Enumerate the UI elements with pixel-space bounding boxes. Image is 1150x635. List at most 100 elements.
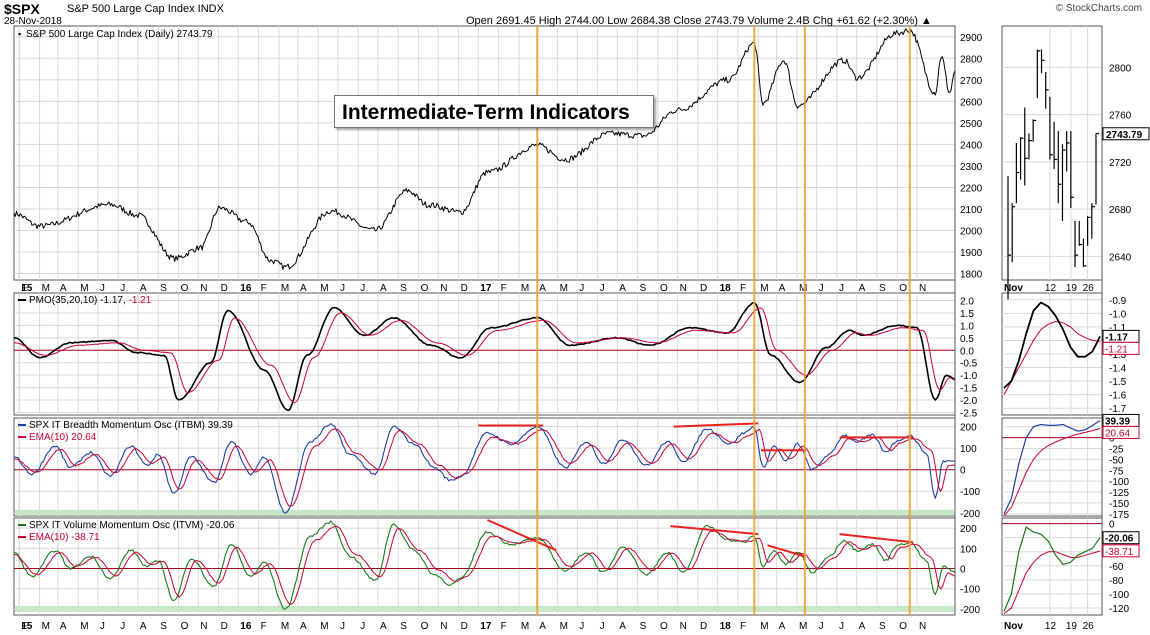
panel-title: S&P 500 Large Cap Index (Daily) 2743.79 [26,29,213,40]
y-tick-label: -200 [960,605,980,616]
divergence-line-itvm [670,525,759,536]
zoom-y-tick-label: 0 [1109,434,1115,445]
month-tick-label: F [501,283,507,294]
y-tick-label: 1.0 [960,321,974,332]
month-tick-label: F [21,621,27,632]
zoom-x-label: 19 [1066,621,1078,632]
month-tick-label: F [21,283,27,294]
y-tick-label: -0.5 [960,359,978,370]
zoom-y-tick-label: -1.6 [1109,391,1127,402]
zoom-x-label: 19 [1066,283,1078,294]
y-tick-label: 2400 [960,140,983,151]
zoom-y-tick-label: -175 [1109,510,1129,521]
month-tick-label: A [859,283,866,294]
month-tick-label: J [839,283,844,294]
y-tick-label: 0.5 [960,334,974,345]
month-tick-label: J [120,621,125,632]
zoom-y-tick-label: 0 [1109,520,1115,531]
y-tick-label: -100 [960,585,980,596]
ema-legend-label: EMA(10) -38.71 [29,532,100,543]
month-tick-label: J [600,283,605,294]
month-tick-label: A [140,283,147,294]
divergence-line-itvm [767,544,806,558]
month-tick-label: M [760,621,768,632]
month-tick-label: J [579,283,584,294]
y-tick-label: 2700 [960,76,983,87]
zoom-y-tick-label: -1.1 [1109,323,1127,334]
month-tick-label: O [899,621,907,632]
month-tick-label: A [300,283,307,294]
month-tick-label: J [600,621,605,632]
month-tick-label: F [501,621,507,632]
month-tick-label: N [200,283,207,294]
divergence-line-itvm [839,533,914,544]
month-tick-label: O [421,621,429,632]
month-tick-label: N [919,283,926,294]
y-tick-label: 200 [960,423,977,434]
zoom-y-tick-label: -1.0 [1109,309,1127,320]
zoom-ema-line-pmo [1003,320,1101,395]
zoom-y-tick-label: -50 [1109,455,1124,466]
zoom-frame-itbm [1001,417,1103,517]
intermediate-term-annotation: Intermediate-Term Indicators [334,95,654,128]
last-ema-label: 20.64 [1105,428,1130,439]
zoom-x-label: 26 [1083,283,1095,294]
month-tick-label: M [799,283,807,294]
last-ema-badge [1102,544,1140,558]
ohlc-summary: Open 2691.45 High 2744.00 Low 2684.38 Cl… [466,15,932,27]
month-tick-label: M [521,283,529,294]
ticker-symbol: $SPX [4,1,40,17]
month-tick-label: O [899,283,907,294]
zoom-frame-itvm [1001,517,1103,616]
month-tick-label: M [320,283,328,294]
y-tick-label: 2800 [960,54,983,65]
month-tick-label: 16 [240,283,252,294]
zoom-x-label: 26 [1083,621,1095,632]
y-tick-label: 0 [960,565,966,576]
month-tick-label: M [80,283,88,294]
month-tick-label: M [560,621,568,632]
month-tick-label: M [760,283,768,294]
zoom-y-tick-label: -0.9 [1109,296,1127,307]
month-tick-label: 18 [720,283,732,294]
zoom-series-line-pmo [1003,301,1101,389]
last-value-label: 39.39 [1105,416,1130,427]
y-tick-label: 2500 [960,119,983,130]
month-tick-label: M [320,621,328,632]
month-tick-label: 17 [480,283,492,294]
zoom-series-line-itbm [1003,420,1101,515]
last-ema-label: -38.71 [1105,547,1134,558]
month-tick-label: A [60,283,67,294]
last-value-label: -1.17 [1105,332,1128,343]
month-tick-label: J [360,621,365,632]
divergence-line-itvm [487,519,557,552]
month-tick-label: N [680,283,687,294]
month-tick-label: 15 [21,283,33,294]
zoom-y-tick-label: 2680 [1109,205,1132,216]
zoom-y-tick-label: -1.5 [1109,377,1127,388]
zoom-y-tick-label: -150 [1109,499,1129,510]
divergence-line-itbm [673,422,759,428]
y-tick-label: -2.5 [960,409,978,420]
month-tick-label: M [281,283,289,294]
month-tick-label: D [221,621,228,632]
y-tick-label: -100 [960,487,980,498]
month-tick-label: D [221,283,228,294]
chart-date: 28-Nov-2018 [4,16,62,27]
month-tick-label: F [261,621,267,632]
series-line-price-0 [13,28,956,270]
month-tick-label: J [839,621,844,632]
y-tick-label: 2100 [960,205,983,216]
series-line-itbm-0 [13,423,956,514]
y-tick-label: 2900 [960,33,983,44]
zoom-ema-line-itvm [1003,550,1101,614]
index-name: S&P 500 Large Cap Index INDX [67,3,224,15]
month-tick-label: N [680,621,687,632]
zoom-y-tick-label: 2720 [1109,158,1132,169]
zoom-y-tick-label: -125 [1109,488,1129,499]
month-tick-label: 16 [240,621,252,632]
month-tick-label: M [560,283,568,294]
month-tick-label: N [919,621,926,632]
month-tick-label: J [819,621,824,632]
month-tick-label: O [421,283,429,294]
